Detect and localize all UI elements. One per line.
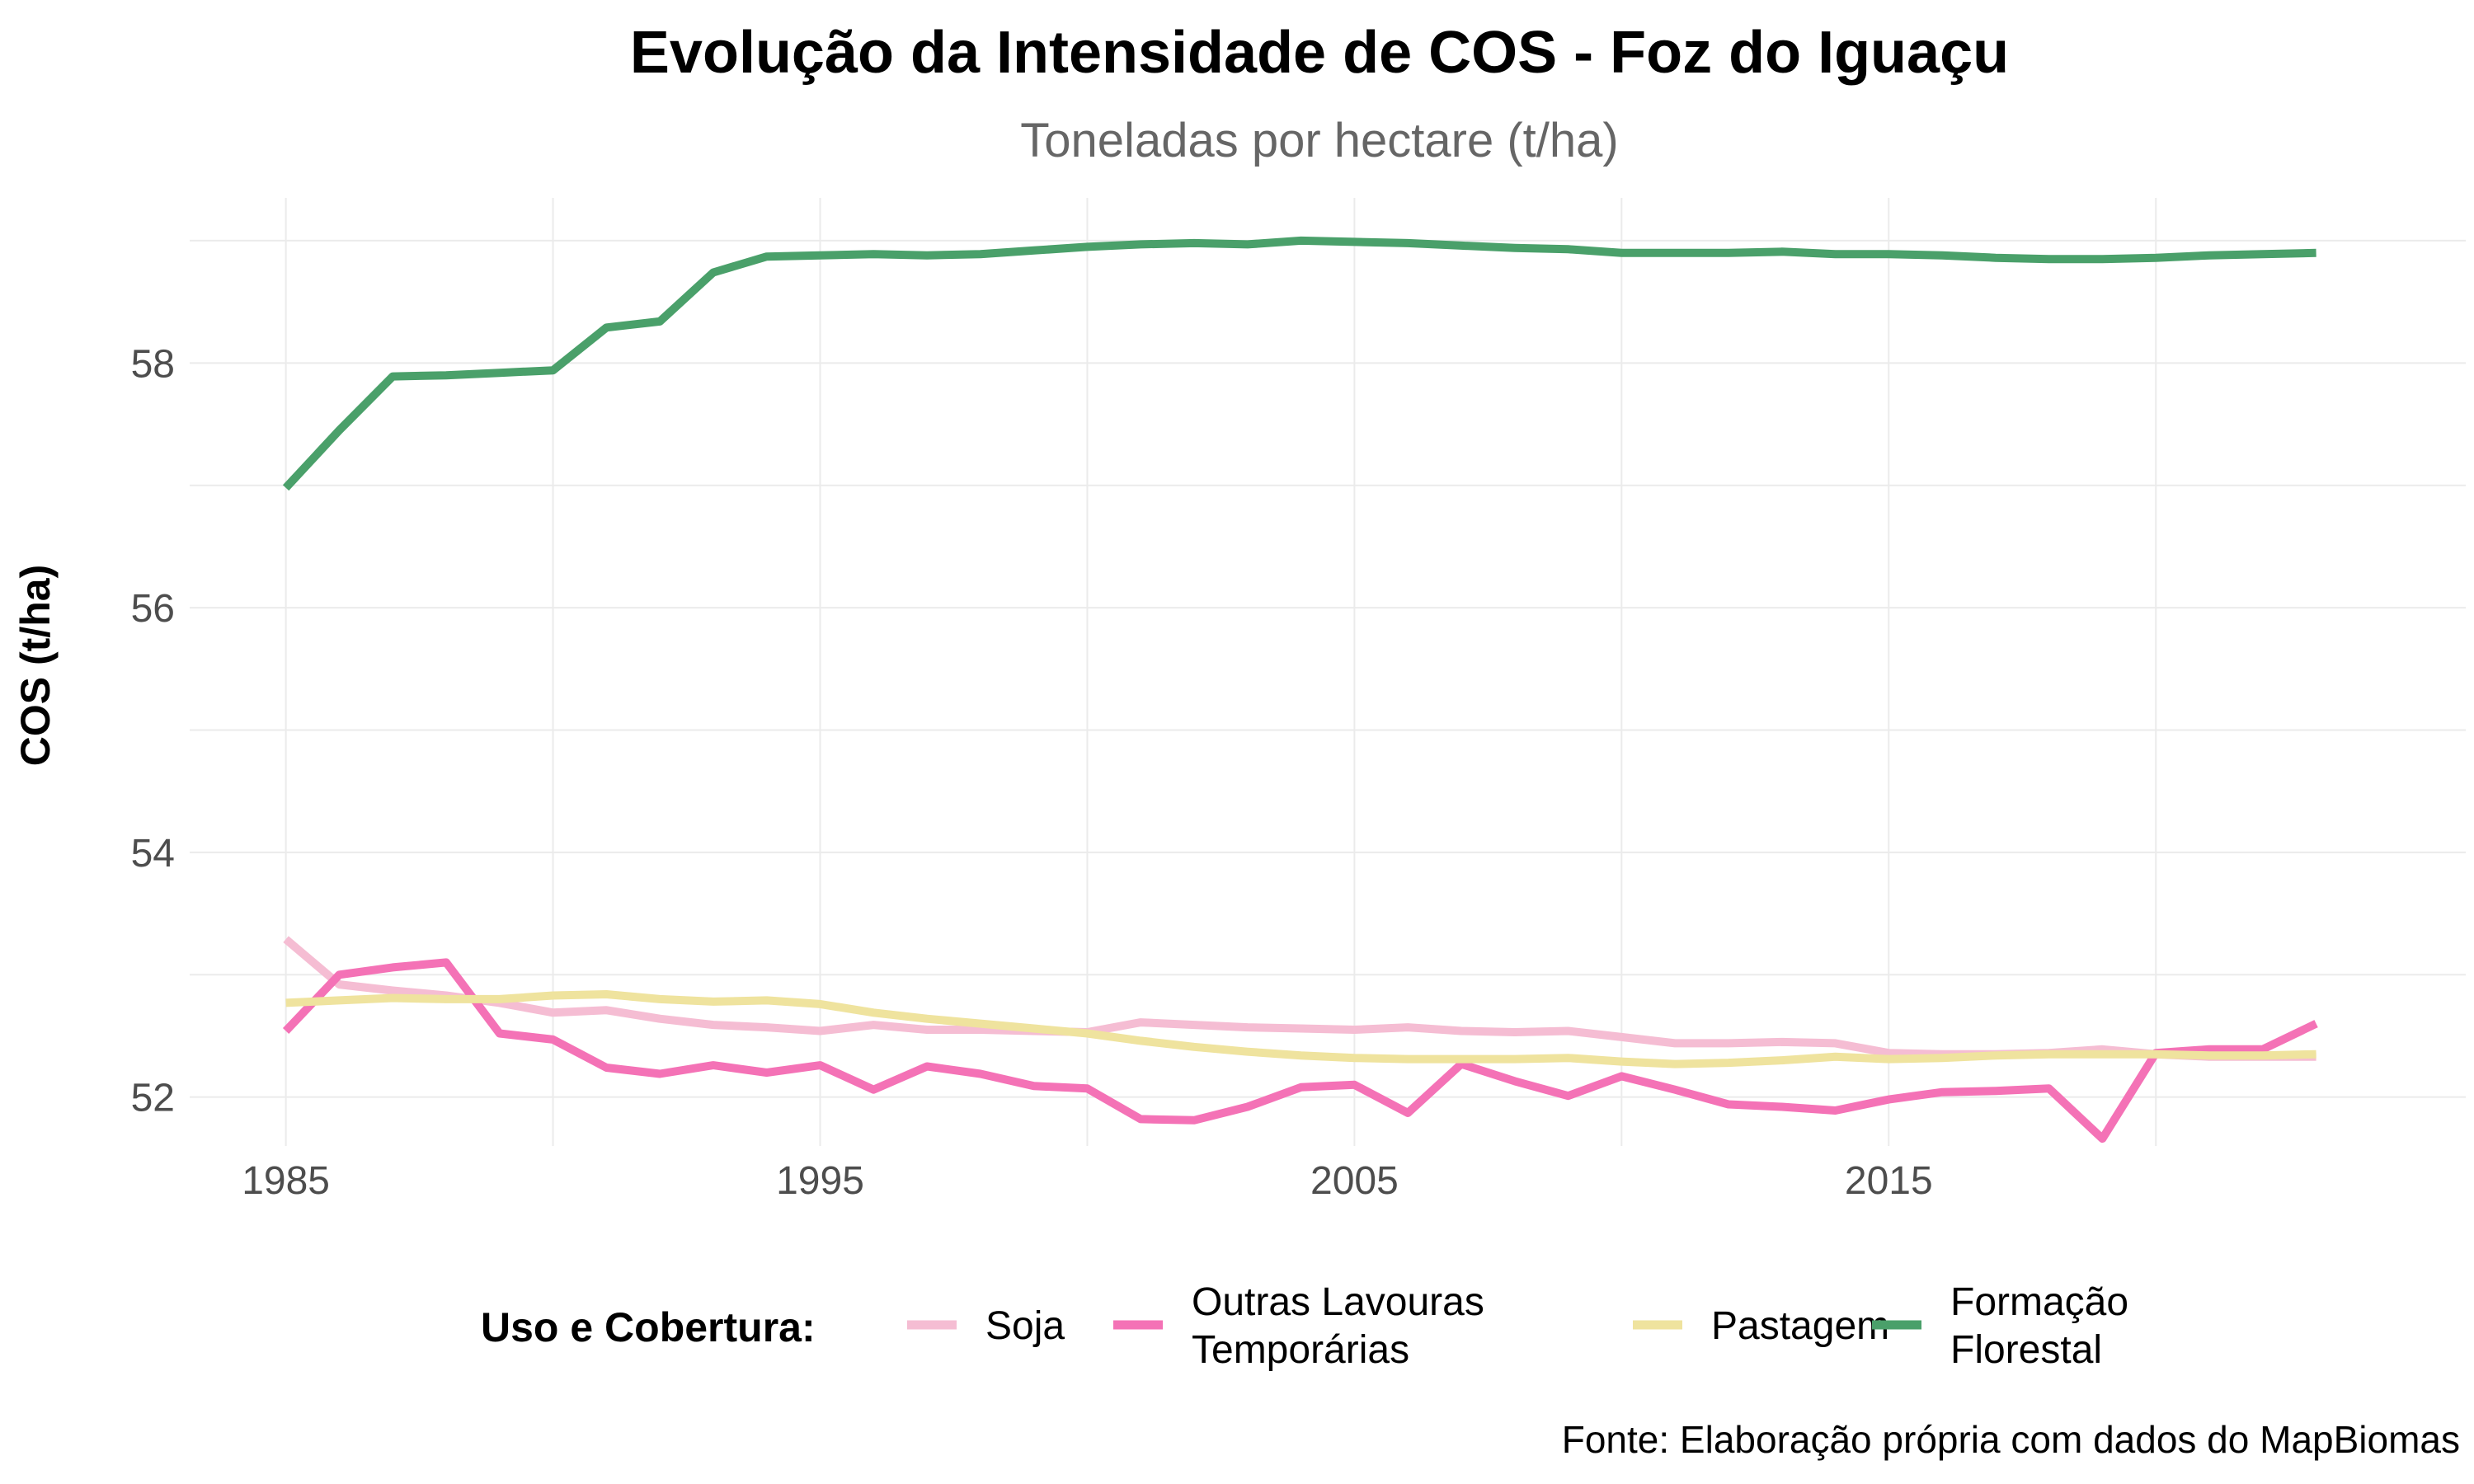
tick-label-layer: 1985 1995 2005 2015 52 54 56 58 xyxy=(131,342,1933,1203)
legend: Uso e Cobertura: Soja Outras Lavouras Temp… xyxy=(481,1280,2128,1372)
y-tick-label: 58 xyxy=(131,342,175,386)
legend-label-4: Formação Florestal xyxy=(1950,1280,2128,1372)
series-layer xyxy=(282,236,2318,1144)
y-tick-label: 54 xyxy=(131,832,175,876)
chart-subtitle: Toneladas por hectare (t/ha) xyxy=(1020,114,1618,167)
series-line-4 xyxy=(282,236,2316,491)
legend-label-3: Pastagem xyxy=(1711,1304,1889,1348)
legend-label-1: Soja xyxy=(985,1304,1065,1348)
x-tick-label: 2015 xyxy=(1845,1159,1933,1203)
chart-title: Evolução da Intensidade de COS - Foz do … xyxy=(630,20,2009,86)
series-line-3 xyxy=(285,990,2316,1068)
chart-caption: Fonte: Elaboração própria com dados do M… xyxy=(1562,1418,2460,1461)
legend-title: Uso e Cobertura: xyxy=(481,1304,816,1350)
grid-layer xyxy=(190,198,2466,1146)
x-tick-label: 2005 xyxy=(1310,1159,1399,1203)
series-line-2 xyxy=(282,958,2318,1144)
x-tick-label: 1985 xyxy=(242,1159,330,1203)
y-tick-label: 52 xyxy=(131,1077,175,1120)
y-axis-label: COS (t/ha) xyxy=(12,565,59,766)
x-tick-label: 1995 xyxy=(776,1159,864,1203)
y-tick-label: 56 xyxy=(131,587,175,631)
legend-label-2: Outras Lavouras Temporárias xyxy=(1192,1280,1484,1372)
